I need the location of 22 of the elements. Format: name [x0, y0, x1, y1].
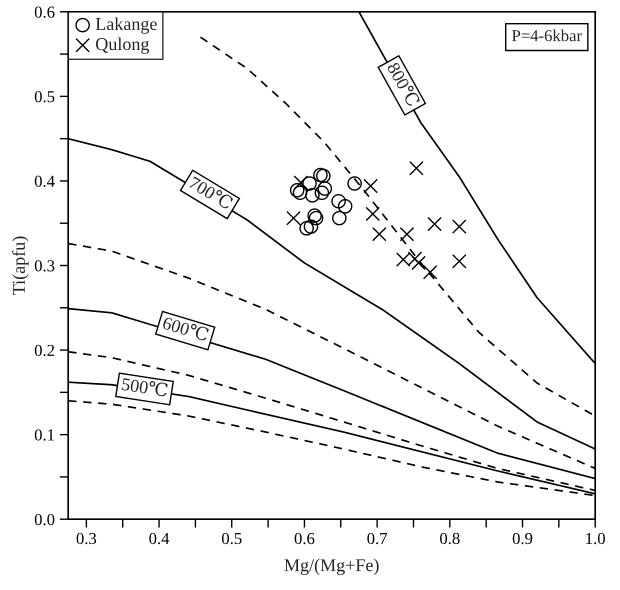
- y-tick-label: 0.0: [34, 514, 54, 526]
- legend-label: Qulong: [96, 37, 150, 54]
- x-tick-label: 1.0: [586, 532, 605, 544]
- y-axis-title: Ti(apfu): [12, 236, 29, 295]
- annotation: 600℃: [162, 315, 210, 342]
- x-tick-label: 0.7: [367, 532, 388, 544]
- y-tick-label: 0.2: [34, 344, 54, 356]
- x-tick-label: 0.3: [76, 532, 96, 544]
- x-axis-title: Mg/(Mg+Fe): [284, 558, 379, 576]
- annotation: 500℃: [121, 376, 168, 397]
- y-tick-label: 0.3: [34, 260, 54, 272]
- legend-label: Lakange: [96, 17, 157, 34]
- y-tick-label: 0.5: [34, 91, 54, 102]
- x-tick-label: 0.8: [440, 532, 460, 544]
- x-tick-label: 0.6: [294, 532, 314, 544]
- x-tick-label: 0.9: [512, 532, 532, 544]
- x-tick-label: 0.5: [222, 532, 242, 544]
- y-tick-label: 0.4: [34, 176, 55, 187]
- y-tick-label: 0.6: [34, 6, 55, 18]
- x-tick-label: 0.4: [149, 532, 170, 544]
- annotation: P=4-6kbar: [512, 30, 582, 42]
- y-tick-label: 0.1: [34, 429, 54, 441]
